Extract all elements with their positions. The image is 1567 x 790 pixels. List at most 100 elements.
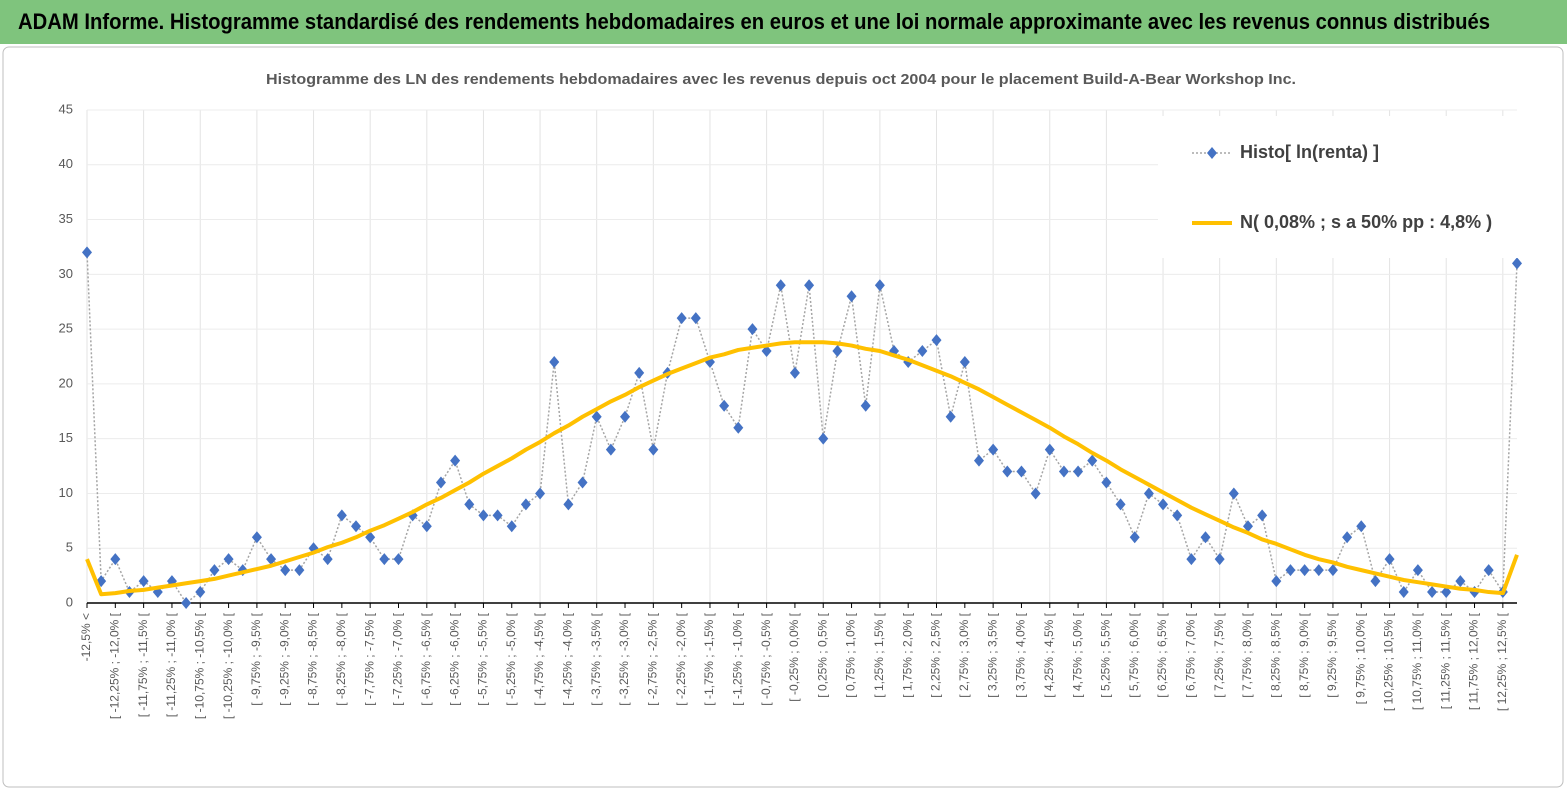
x-tick-label: [ 9,25% ; 9,5% [ <box>1325 612 1339 697</box>
histogram-point <box>1200 531 1211 544</box>
histogram-point <box>789 366 800 379</box>
histogram-point <box>733 421 744 434</box>
y-tick-label: 15 <box>59 430 73 445</box>
y-tick-label: 10 <box>59 485 73 500</box>
x-tick-label: [ 8,25% ; 8,5% [ <box>1268 612 1282 697</box>
histogram-point <box>1214 553 1225 566</box>
histogram-point <box>747 323 758 336</box>
histogram-point <box>690 312 701 325</box>
histogram-point <box>549 355 560 368</box>
x-tick-label: [ 12,25% ; 12,5% [ <box>1495 612 1509 711</box>
histogram-point <box>1271 575 1282 588</box>
histogram-point <box>818 432 829 445</box>
y-tick-label: 25 <box>59 321 73 336</box>
x-tick-label: [ -3,75% ; -3,5% [ <box>589 612 603 705</box>
histogram-point <box>860 399 871 412</box>
y-tick-label: 0 <box>66 594 73 609</box>
x-tick-label: [ -11,25% ; -11,0% [ <box>164 612 178 717</box>
x-tick-label: [ 3,25% ; 3,5% [ <box>985 612 999 697</box>
y-tick-label: 30 <box>59 266 73 281</box>
histogram-point <box>1186 553 1197 566</box>
x-tick-label: [ -9,75% ; -9,5% [ <box>249 612 263 705</box>
x-tick-label: [ 6,75% ; 7,0% [ <box>1184 612 1198 697</box>
x-tick-label: [ -1,25% ; -1,0% [ <box>730 612 744 705</box>
histogram-point <box>464 498 475 511</box>
x-tick-label: [ 10,25% ; 10,5% [ <box>1382 612 1396 711</box>
histogram-point <box>1073 465 1084 478</box>
histogram-point <box>1016 465 1027 478</box>
y-tick-label: 20 <box>59 375 73 390</box>
x-tick-label: [ -7,25% ; -7,0% [ <box>391 612 405 705</box>
histogram-point <box>138 575 149 588</box>
histogram-point <box>988 443 999 456</box>
x-tick-label: [ 4,25% ; 4,5% [ <box>1042 612 1056 697</box>
histogram-point <box>322 553 333 566</box>
x-tick-label: [ -2,75% ; -2,5% [ <box>646 612 660 705</box>
x-tick-label: [ 10,75% ; 11,0% [ <box>1410 612 1424 710</box>
y-tick-label: 35 <box>59 211 73 226</box>
histogram-point <box>1412 564 1423 577</box>
x-tick-label: [ -12,25% ; -12,0% [ <box>107 612 121 719</box>
x-tick-label: [ 6,25% ; 6,5% [ <box>1155 612 1169 697</box>
histogram-point <box>931 334 942 347</box>
histogram-point <box>620 410 631 423</box>
histogram-point <box>945 410 956 423</box>
x-tick-label: [ -2,25% ; -2,0% [ <box>674 612 688 705</box>
x-tick-label: [ -7,75% ; -7,5% [ <box>362 612 376 705</box>
histogram-point <box>209 564 220 577</box>
histogram-point <box>1158 498 1169 511</box>
histogram-point <box>506 520 517 533</box>
histogram-point <box>1427 586 1438 599</box>
histogram-point <box>605 443 616 456</box>
histogram-point <box>1030 487 1041 500</box>
x-tick-label: -12,5% < <box>79 613 93 661</box>
histogram-point <box>874 279 885 292</box>
x-tick-label: [ -5,75% ; -5,5% [ <box>476 612 490 705</box>
histogram-point <box>648 443 659 456</box>
x-tick-label: [ -0,25% ; 0,0% [ <box>787 612 801 701</box>
x-tick-label: [ -4,75% ; -4,5% [ <box>532 612 546 705</box>
histogram-point <box>478 509 489 522</box>
histogram-point <box>195 586 206 599</box>
x-tick-label: [ 3,75% ; 4,0% [ <box>1014 612 1028 697</box>
histogram-point <box>266 553 277 566</box>
histogram-point <box>1285 564 1296 577</box>
histogram-point <box>82 246 92 259</box>
histogram-point <box>379 553 390 566</box>
histogram-point <box>110 553 121 566</box>
x-tick-label: [ 5,25% ; 5,5% [ <box>1099 612 1113 697</box>
histogram-point <box>591 410 602 423</box>
histogram-point <box>492 509 503 522</box>
histogram-point <box>846 290 857 303</box>
x-tick-label: [ 11,25% ; 11,5% [ <box>1438 612 1452 709</box>
histogram-point <box>563 498 574 511</box>
page-title: ADAM Informe. Histogramme standardisé de… <box>18 9 1490 34</box>
histogram-point <box>1129 531 1140 544</box>
x-tick-label: [ -10,25% ; -10,0% [ <box>221 612 235 719</box>
histogram-point <box>251 531 262 544</box>
histogram-point <box>1087 454 1098 467</box>
x-tick-label: [ 7,25% ; 7,5% [ <box>1212 612 1226 697</box>
histogram-point <box>1384 553 1395 566</box>
y-tick-label: 40 <box>59 156 73 171</box>
histogram-point <box>535 487 546 500</box>
x-tick-label: [ -10,75% ; -10,5% [ <box>192 612 206 719</box>
legend-label: Histo[ ln(renta) ] <box>1240 142 1379 162</box>
histogram-point <box>1172 509 1183 522</box>
x-tick-label: [ 0,75% ; 1,0% [ <box>844 612 858 697</box>
histogram-point <box>719 399 730 412</box>
histogram-point <box>1299 564 1310 577</box>
histogram-point <box>336 509 347 522</box>
histogram-point <box>365 531 376 544</box>
histogram-point <box>1398 586 1409 599</box>
histogram-point <box>351 520 362 533</box>
histogram-point <box>393 553 404 566</box>
x-tick-label: [ 5,75% ; 6,0% [ <box>1127 612 1141 697</box>
y-tick-label: 45 <box>59 101 73 116</box>
histogram-point <box>1143 487 1154 500</box>
legend-label: N( 0,08% ; s a 50% pp : 4,8% ) <box>1240 212 1492 232</box>
x-tick-label: [ 7,75% ; 8,0% [ <box>1240 612 1254 697</box>
histogram-point <box>634 366 645 379</box>
